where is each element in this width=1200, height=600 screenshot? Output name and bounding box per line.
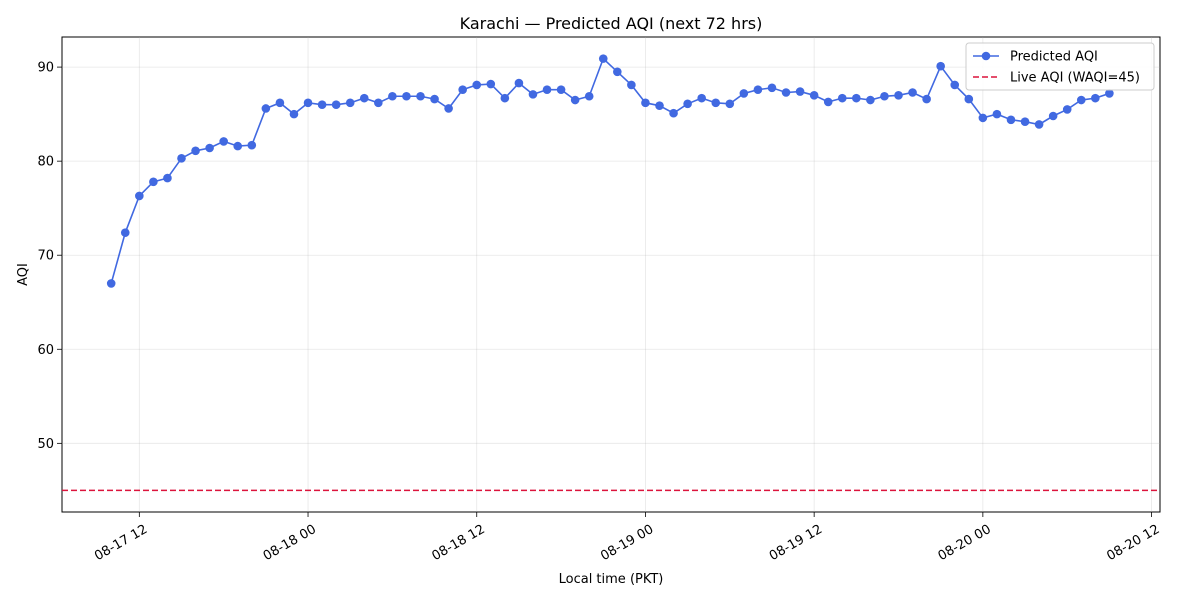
- x-tick-label: 08-20 00: [936, 522, 994, 564]
- predicted-aqi-point: [556, 85, 566, 94]
- predicted-aqi-point: [613, 67, 622, 77]
- predicted-aqi-point: [289, 109, 299, 119]
- x-axis-ticks: 08-17 12 08-18 00 08-18 12 08-19 00 08-19 12…: [92, 512, 1162, 564]
- predicted-aqi-point: [486, 79, 496, 89]
- predicted-aqi-point: [683, 99, 692, 109]
- predicted-aqi-point: [739, 89, 749, 98]
- predicted-aqi-point: [177, 154, 186, 163]
- predicted-aqi-point: [753, 85, 763, 94]
- x-tick-label: 08-17 12: [92, 522, 150, 564]
- predicted-aqi-point: [992, 109, 1002, 119]
- predicted-aqi-point: [1006, 115, 1016, 125]
- predicted-aqi-point: [528, 90, 538, 99]
- predicted-aqi-point: [542, 85, 552, 94]
- legend-label-live: Live AQI (WAQI=45): [1010, 71, 1140, 86]
- predicted-aqi-point: [1091, 93, 1100, 103]
- y-tick-label: 90: [37, 61, 54, 76]
- predicted-aqi-point: [852, 93, 861, 103]
- predicted-aqi-point: [163, 173, 172, 183]
- predicted-aqi-point: [120, 228, 130, 237]
- predicted-aqi-point: [374, 98, 383, 108]
- predicted-aqi-point: [331, 100, 341, 110]
- predicted-aqi-point: [458, 85, 467, 94]
- predicted-aqi-point: [1034, 120, 1044, 129]
- series: [106, 54, 1114, 288]
- predicted-aqi-line: [110, 57, 1110, 284]
- predicted-aqi-point: [416, 91, 425, 101]
- predicted-aqi-point: [500, 93, 510, 103]
- y-tick-label: 80: [37, 155, 54, 170]
- x-axis-label: Local time (PKT): [559, 572, 664, 587]
- y-tick-label: 50: [37, 437, 54, 452]
- predicted-aqi-point: [345, 98, 355, 108]
- predicted-aqi-point: [430, 94, 439, 104]
- predicted-aqi-point: [1020, 117, 1030, 126]
- predicted-aqi-point: [317, 100, 327, 110]
- predicted-aqi-point: [402, 91, 411, 101]
- predicted-aqi-point: [781, 88, 791, 97]
- predicted-aqi-point: [1048, 111, 1058, 121]
- y-axis-ticks: 50 60 70 80 90: [37, 61, 62, 452]
- predicted-aqi-point: [809, 91, 819, 100]
- predicted-aqi-point: [359, 93, 369, 103]
- legend-box: [965, 42, 1155, 91]
- predicted-aqi-point: [950, 80, 960, 90]
- predicted-aqi-point: [388, 91, 397, 101]
- predicted-aqi-point: [191, 146, 200, 156]
- predicted-aqi-point: [711, 98, 721, 108]
- predicted-aqi-point: [908, 88, 917, 97]
- predicted-aqi-point: [978, 113, 988, 123]
- x-tick-label: 08-18 12: [429, 522, 487, 564]
- predicted-aqi-point: [514, 78, 524, 88]
- predicted-aqi-point: [570, 95, 580, 105]
- y-tick-label: 60: [37, 343, 54, 358]
- predicted-aqi-point: [1105, 89, 1114, 98]
- y-axis-label: AQI: [16, 263, 31, 286]
- plot-area: [61, 36, 1161, 513]
- predicted-aqi-point: [655, 101, 664, 110]
- x-tick-label: 08-20 12: [1104, 522, 1162, 564]
- predicted-aqi-point: [894, 91, 903, 100]
- predicted-aqi-point: [598, 54, 608, 63]
- predicted-aqi-point: [697, 93, 706, 103]
- predicted-aqi-point: [275, 98, 285, 108]
- predicted-aqi-point: [795, 87, 805, 96]
- predicted-aqi-point: [880, 91, 889, 101]
- x-tick-label: 08-19 12: [767, 522, 825, 564]
- grid: [62, 37, 1160, 512]
- predicted-aqi-point: [767, 83, 777, 93]
- predicted-aqi-point: [1062, 105, 1072, 114]
- predicted-aqi-point: [669, 108, 678, 118]
- predicted-aqi-point: [964, 94, 974, 104]
- predicted-aqi-point: [866, 95, 875, 105]
- predicted-aqi-point: [584, 91, 594, 101]
- predicted-aqi-point: [106, 279, 116, 288]
- predicted-aqi-point: [725, 99, 735, 109]
- x-tick-label: 08-18 00: [261, 522, 319, 564]
- legend: Predicted AQI Live AQI (WAQI=45): [965, 42, 1155, 91]
- predicted-aqi-point: [444, 104, 453, 113]
- chart-title: Karachi — Predicted AQI (next 72 hrs): [460, 14, 763, 33]
- predicted-aqi-point: [1076, 95, 1086, 105]
- predicted-aqi-point: [823, 97, 833, 107]
- predicted-aqi-point: [936, 61, 945, 71]
- predicted-aqi-point: [641, 98, 650, 108]
- predicted-aqi-point: [627, 80, 636, 90]
- legend-marker-predicted: [981, 51, 991, 61]
- predicted-aqi-point: [922, 94, 931, 104]
- predicted-aqi-point: [135, 191, 144, 201]
- predicted-aqi-point: [247, 140, 257, 150]
- legend-label-predicted: Predicted AQI: [1010, 50, 1098, 65]
- y-tick-label: 70: [37, 249, 54, 264]
- predicted-aqi-point: [219, 137, 228, 146]
- predicted-aqi-point: [837, 93, 847, 103]
- predicted-aqi-point: [261, 104, 271, 113]
- predicted-aqi-point: [149, 177, 158, 187]
- predicted-aqi-point: [303, 98, 313, 108]
- predicted-aqi-point: [205, 143, 214, 153]
- predicted-aqi-point: [233, 141, 243, 151]
- x-tick-label: 08-19 00: [598, 522, 656, 564]
- predicted-aqi-point: [472, 80, 482, 90]
